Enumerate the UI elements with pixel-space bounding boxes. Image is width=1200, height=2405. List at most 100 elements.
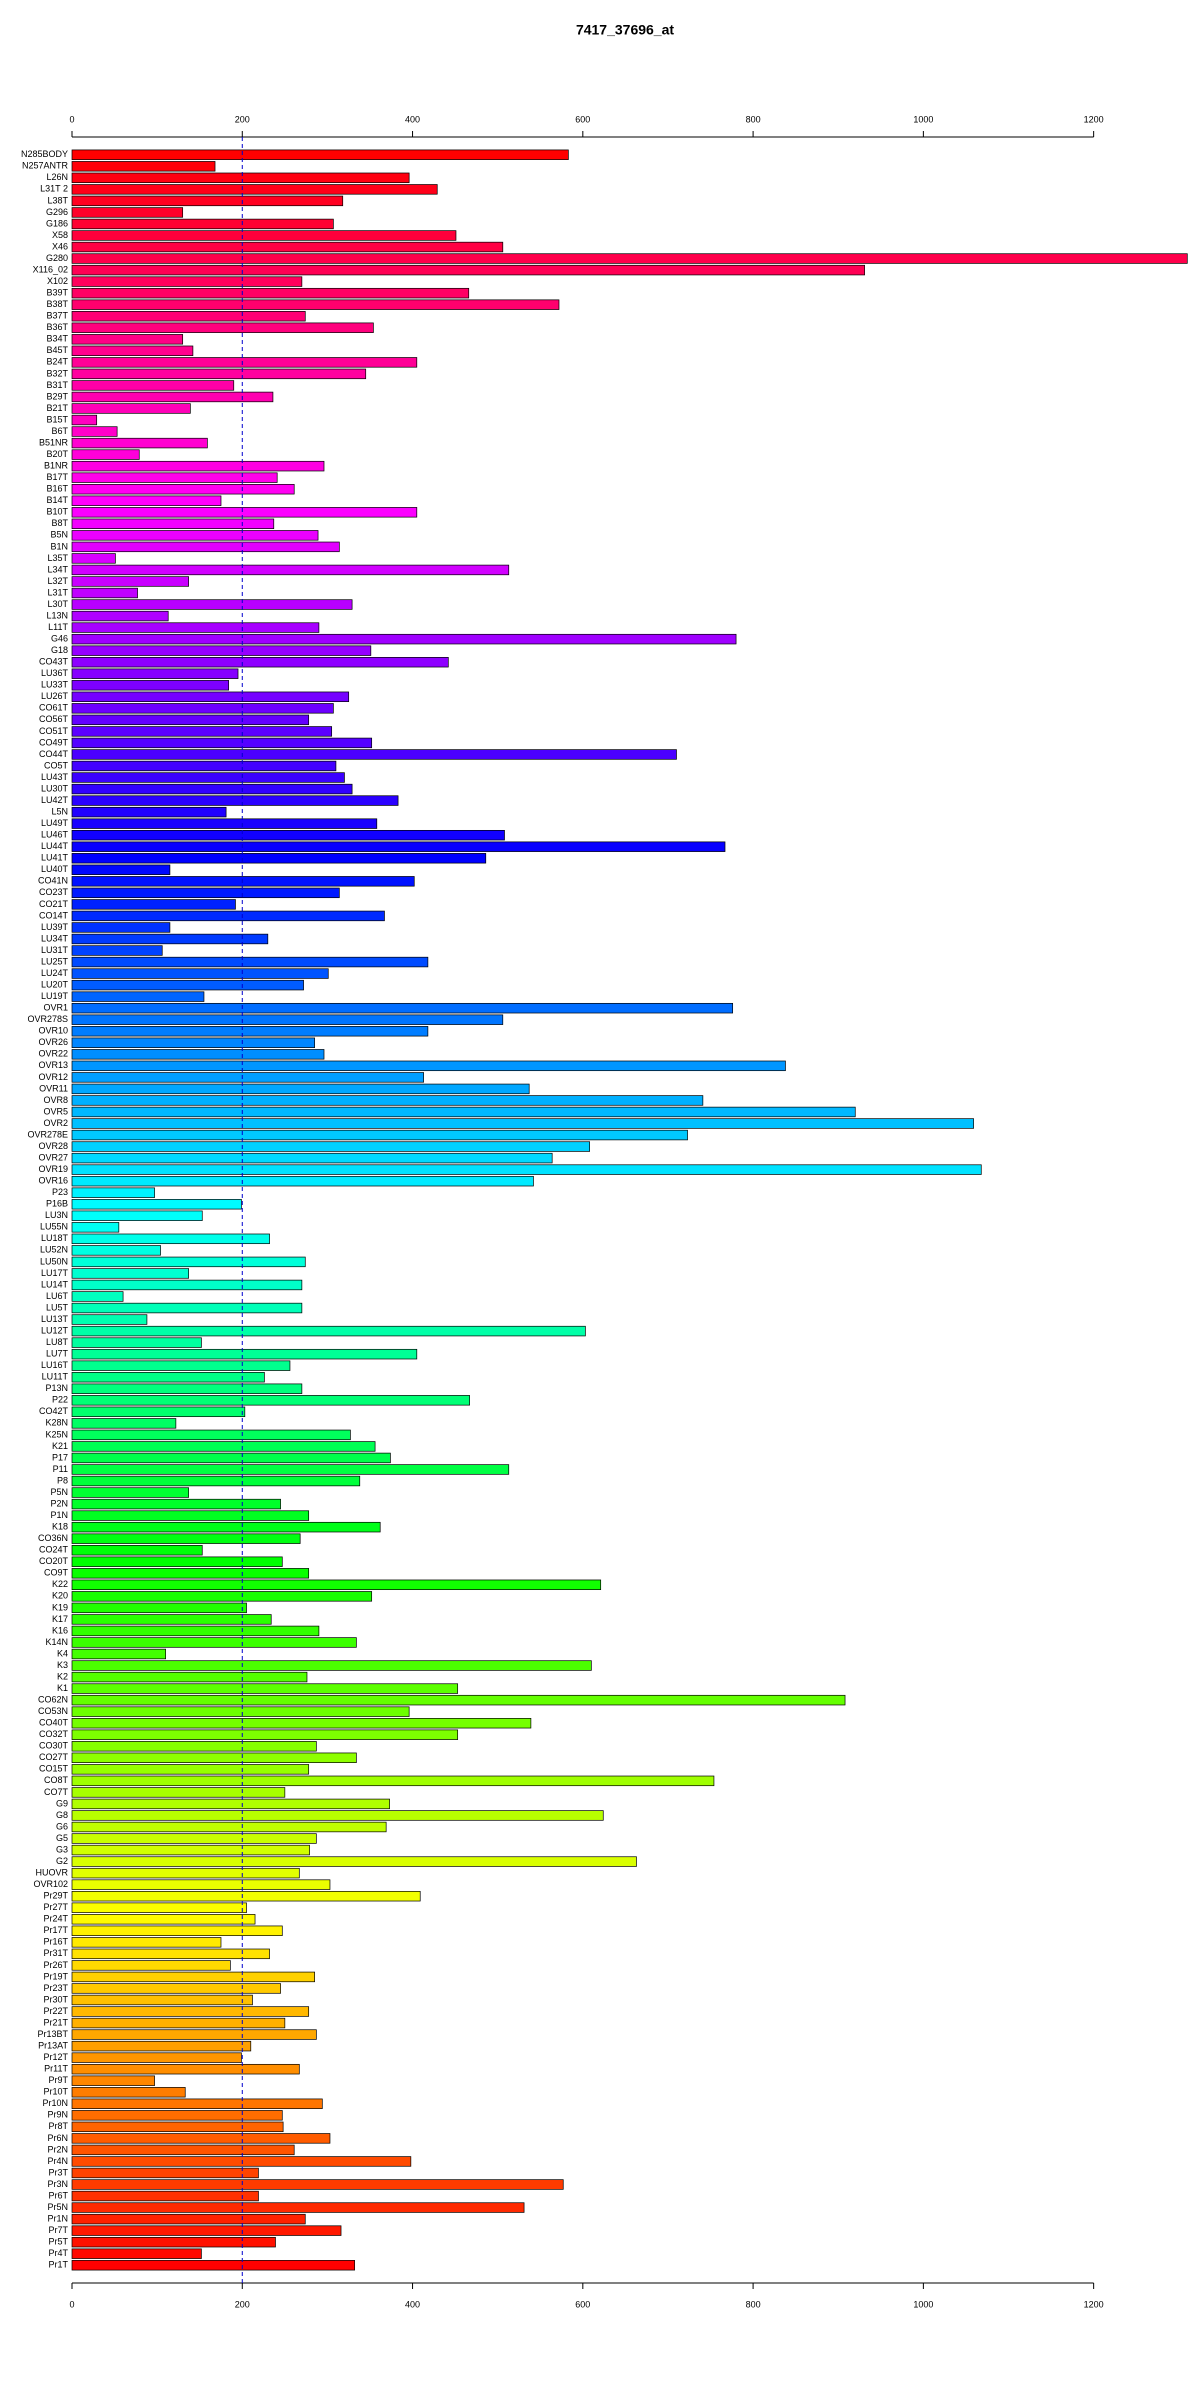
y-tick-label: Pr21T (43, 2017, 68, 2027)
bar (71, 1568, 310, 1579)
bar (71, 829, 505, 841)
y-tick-label: P16B (46, 1199, 68, 1209)
y-tick-label: CO15T (39, 1764, 69, 1774)
x-tick-label: 800 (746, 114, 761, 124)
x-tick-label: 1200 (1084, 114, 1104, 124)
bar (71, 1348, 418, 1360)
y-tick-label: CO24T (39, 1545, 69, 1555)
bar (71, 1314, 148, 1325)
y-tick-label: LU41T (41, 853, 69, 863)
bar (71, 218, 334, 230)
x-tick-label: 800 (746, 2299, 761, 2309)
bar (71, 1187, 155, 1198)
y-tick-label: Pr1T (48, 2260, 68, 2270)
bar (71, 1764, 310, 1775)
y-tick-label: CO20T (39, 1556, 69, 1566)
bar (71, 1383, 303, 1394)
y-tick-label: Pr26T (43, 1960, 68, 1970)
bar (71, 1095, 704, 1106)
bar (71, 1291, 124, 1302)
y-tick-label: Pr2N (47, 2144, 68, 2154)
bar (71, 2063, 300, 2075)
bar (71, 737, 373, 749)
bar (71, 2190, 259, 2202)
bar (71, 1718, 532, 1729)
bar (71, 1325, 586, 1337)
y-tick-label: Pr22T (43, 2006, 68, 2016)
y-tick-label: K28N (45, 1418, 68, 1428)
bar (71, 1625, 320, 1637)
bar (71, 1683, 459, 1694)
y-tick-label: P17 (52, 1452, 68, 1462)
y-tick-label: G280 (46, 253, 68, 263)
bar (71, 645, 372, 656)
y-tick-label: LU19T (41, 991, 69, 1001)
bar (71, 1452, 391, 1464)
y-tick-label: CO43T (39, 657, 69, 667)
bar (71, 968, 329, 979)
y-tick-label: N285BODY (21, 149, 68, 159)
bar (71, 1925, 283, 1936)
bar (71, 403, 191, 414)
bar (71, 1648, 167, 1660)
bar (71, 2213, 306, 2225)
y-tick-label: OVR278E (27, 1129, 68, 1139)
y-tick-label: CO8T (44, 1775, 69, 1785)
y-tick-label: Pr5N (47, 2202, 68, 2212)
bar (71, 1660, 592, 1671)
y-tick-label: B51NR (39, 437, 69, 447)
y-tick-label: K19 (52, 1602, 68, 1612)
y-tick-label: P1N (50, 1510, 68, 1520)
y-tick-label: K1 (57, 1683, 68, 1693)
bar (71, 956, 429, 968)
y-tick-label: K20 (52, 1591, 68, 1601)
x-tick-label: 1000 (913, 114, 933, 124)
y-tick-label: Pr3T (48, 2167, 68, 2177)
y-tick-label: Pr17T (43, 1925, 68, 1935)
y-tick-label: CO62N (38, 1695, 68, 1705)
bar (71, 1983, 281, 1994)
y-tick-label: LU40T (41, 864, 69, 874)
y-tick-label: B5N (50, 530, 68, 540)
y-tick-label: LU17T (41, 1268, 69, 1278)
bar (71, 1510, 310, 1521)
y-tick-label: LU8T (46, 1337, 69, 1347)
bar (71, 564, 510, 576)
y-tick-label: G6 (56, 1821, 68, 1831)
y-tick-label: LU3N (45, 1210, 68, 1220)
y-tick-label: X116_02 (33, 264, 68, 274)
y-tick-label: B1N (50, 541, 68, 551)
y-tick-label: G9 (56, 1798, 68, 1808)
y-tick-label: Pr9T (48, 2075, 68, 2085)
y-tick-label: Pr9N (47, 2110, 68, 2120)
bar (71, 1418, 177, 1429)
bar (71, 1741, 317, 1752)
y-tick-label: G2 (56, 1856, 68, 1866)
bar (71, 1302, 303, 1314)
y-tick-label: K2 (57, 1671, 68, 1681)
bar (71, 1256, 306, 1268)
bar (71, 1706, 410, 1717)
bar (71, 507, 418, 518)
y-tick-label: L5N (51, 807, 68, 817)
y-tick-label: P2N (50, 1498, 68, 1508)
bar (71, 172, 410, 184)
bar (71, 334, 184, 345)
y-tick-label: OVR27 (38, 1152, 68, 1162)
bar (71, 518, 275, 530)
bar (71, 2075, 155, 2086)
y-tick-label: Pr7T (48, 2225, 68, 2235)
bar (71, 1752, 357, 1763)
bar (71, 1026, 429, 1037)
y-tick-label: G5 (56, 1833, 68, 1843)
bar (71, 991, 205, 1002)
x-tick-label: 1000 (913, 2299, 933, 2309)
bar (71, 1406, 246, 1418)
bar (71, 1049, 325, 1060)
bar (71, 241, 504, 253)
y-tick-label: OVR278S (27, 1014, 68, 1024)
bar (71, 1890, 421, 1902)
y-tick-label: K3 (57, 1660, 68, 1670)
bar (71, 680, 230, 691)
bar (71, 853, 487, 864)
